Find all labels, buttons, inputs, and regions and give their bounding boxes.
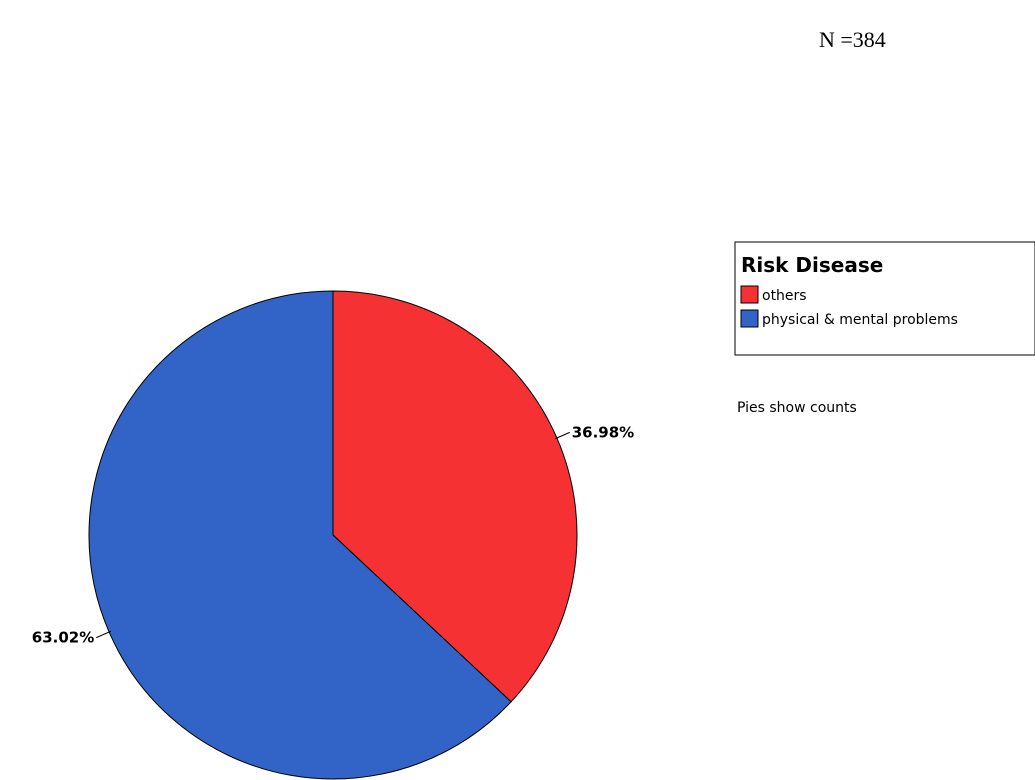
slice-label-1: 63.02% bbox=[32, 629, 94, 647]
legend-box bbox=[734, 241, 1035, 356]
sample-size-label: N =384 bbox=[819, 27, 886, 52]
legend-swatch-1 bbox=[740, 309, 759, 328]
slice-label-0: 36.98% bbox=[572, 423, 634, 441]
legend: Risk Disease others physical & mental pro… bbox=[734, 241, 1035, 356]
legend-title: Risk Disease bbox=[741, 253, 883, 277]
slice-leader-line-0 bbox=[554, 431, 570, 440]
legend-items: others physical & mental problems bbox=[740, 285, 958, 328]
legend-label-1: physical & mental problems bbox=[762, 312, 958, 328]
slice-labels: 36.98% 63.02% bbox=[32, 423, 634, 646]
legend-label-0: others bbox=[762, 288, 807, 304]
slice-leader-line-1 bbox=[96, 630, 112, 639]
pie-slices bbox=[88, 290, 578, 780]
legend-swatch-0 bbox=[740, 285, 759, 304]
pie-count-note: Pies show counts bbox=[737, 400, 857, 416]
